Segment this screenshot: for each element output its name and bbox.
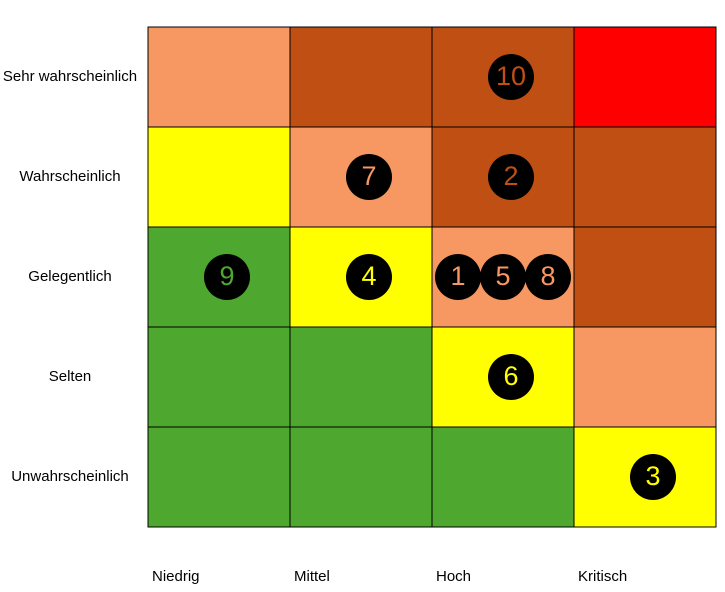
cell [573,326,717,428]
cell [289,426,433,528]
risk-marker [488,354,534,400]
risk-id: 4 [361,261,376,291]
row-label: Sehr wahrscheinlich [3,68,137,85]
risk-id: 3 [645,461,660,491]
risk-marker [525,254,571,300]
risk-marker [204,254,250,300]
cell [573,126,717,228]
risk-marker [346,154,392,200]
cell [289,26,433,128]
column-label: Niedrig [152,568,200,585]
cell [147,26,291,128]
cell [573,226,717,328]
risk-id: 7 [361,161,376,191]
row-label: Wahrscheinlich [19,168,120,185]
cell [147,126,291,228]
risk-marker [488,54,534,100]
risk-id: 2 [503,161,518,191]
row-label: Selten [49,368,92,385]
risk-id: 10 [496,61,526,91]
column-label: Kritisch [578,568,627,585]
cell [431,426,575,528]
risk-marker [480,254,526,300]
risk-marker [435,254,481,300]
risk-id: 6 [503,361,518,391]
column-label: Hoch [436,568,471,585]
risk-id: 9 [219,261,234,291]
column-label: Mittel [294,568,330,585]
cell [147,426,291,528]
risk-marker [346,254,392,300]
cell [147,326,291,428]
risk-marker [488,154,534,200]
row-label: Unwahrscheinlich [11,468,129,485]
cell [573,26,717,128]
risk-id: 1 [450,261,465,291]
row-label: Gelegentlich [28,268,111,285]
cell [289,326,433,428]
risk-id: 8 [540,261,555,291]
risk-marker [630,454,676,500]
risk-id: 5 [495,261,510,291]
